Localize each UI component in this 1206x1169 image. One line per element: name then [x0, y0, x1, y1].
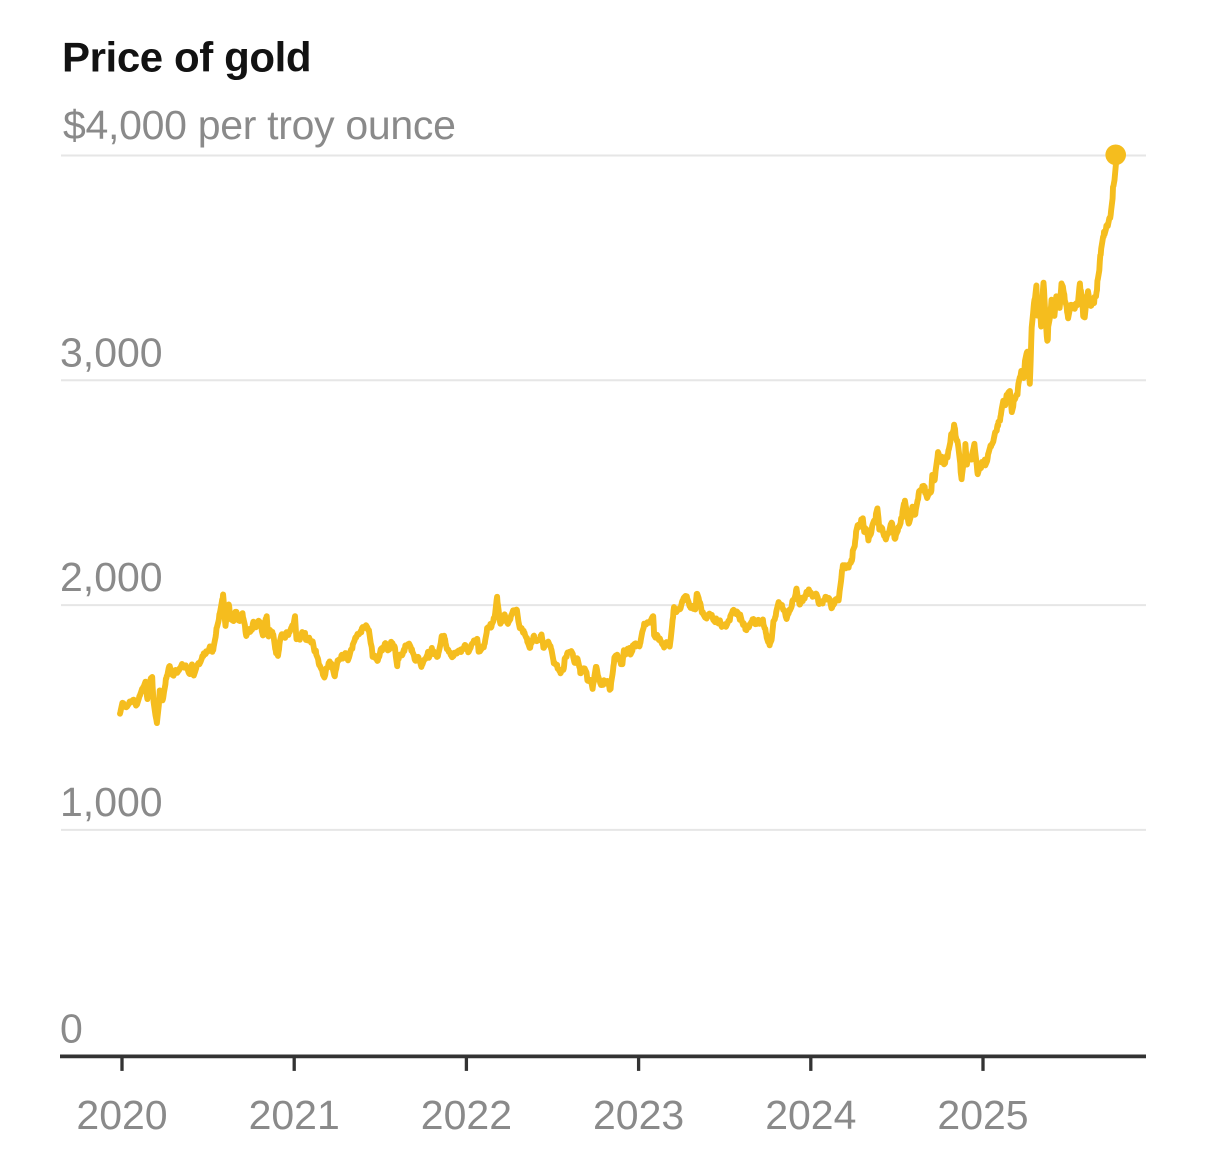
svg-text:Price of gold: Price of gold	[62, 34, 311, 81]
svg-text:2021: 2021	[249, 1092, 340, 1138]
svg-text:2024: 2024	[765, 1092, 856, 1138]
svg-text:0: 0	[60, 1005, 83, 1051]
svg-text:3,000: 3,000	[60, 329, 163, 375]
svg-text:2,000: 2,000	[60, 554, 163, 600]
svg-text:2020: 2020	[76, 1092, 167, 1138]
svg-text:$4,000 per troy ounce: $4,000 per troy ounce	[63, 102, 456, 148]
svg-text:1,000: 1,000	[60, 779, 163, 825]
svg-text:2023: 2023	[593, 1092, 684, 1138]
svg-text:2022: 2022	[421, 1092, 512, 1138]
svg-text:2025: 2025	[937, 1092, 1028, 1138]
